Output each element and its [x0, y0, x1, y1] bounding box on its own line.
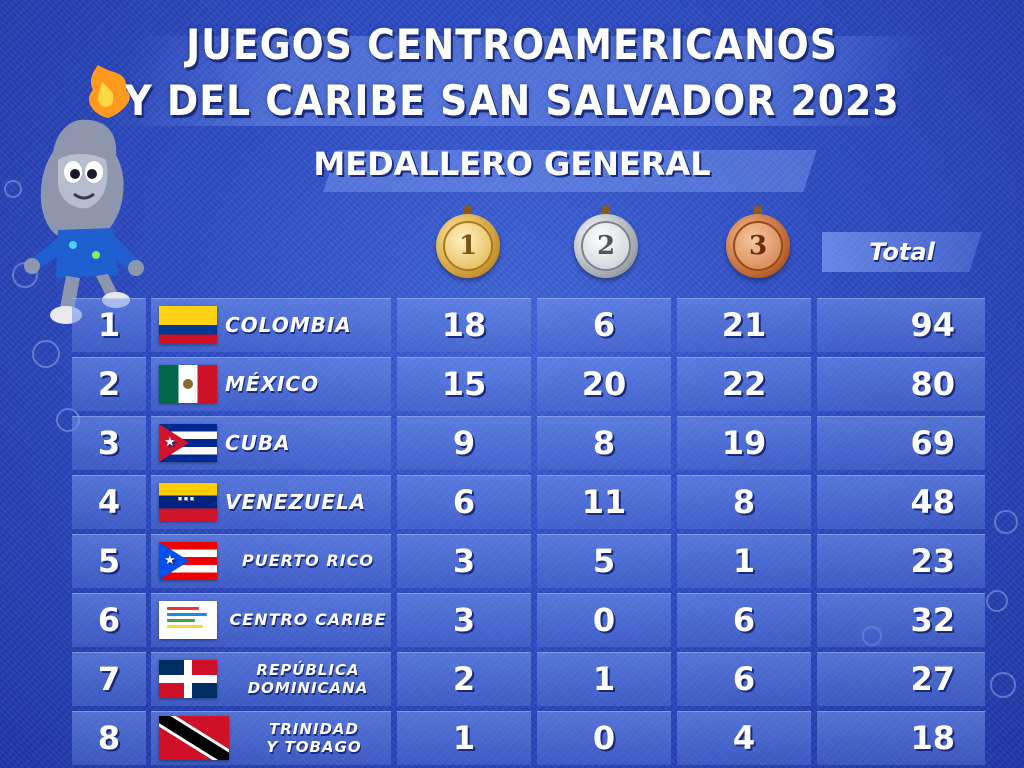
- colombia-flag-icon: [159, 306, 217, 344]
- country-name: CENTRO CARIBE: [229, 610, 387, 629]
- country-cell: CUBA: [151, 416, 391, 470]
- total-count: 80: [817, 357, 985, 411]
- total-count: 27: [817, 652, 985, 706]
- silver-count: 6: [537, 298, 671, 352]
- centro-caribe-logo-icon: [159, 601, 217, 639]
- table-row: 5 PUERTO RICO 3 5 1 23: [72, 534, 987, 588]
- rank-cell: 2: [72, 357, 146, 411]
- country-cell: MÉXICO: [151, 357, 391, 411]
- title-line-1: JUEGOS CENTROAMERICANOS: [186, 20, 838, 69]
- gold-medal-number: 1: [443, 221, 493, 271]
- gold-count: 3: [397, 593, 531, 647]
- rank-cell: 7: [72, 652, 146, 706]
- silver-count: 1: [537, 652, 671, 706]
- silver-count: 0: [537, 711, 671, 765]
- silver-count: 20: [537, 357, 671, 411]
- total-count: 94: [817, 298, 985, 352]
- gold-count: 6: [397, 475, 531, 529]
- total-count: 69: [817, 416, 985, 470]
- torch-mascot-icon: [24, 65, 144, 324]
- rank-cell: 4: [72, 475, 146, 529]
- table-row: 4 VENEZUELA 6 11 8 48: [72, 475, 987, 529]
- venezuela-flag-icon: [159, 483, 217, 521]
- country-name: MÉXICO: [225, 372, 320, 396]
- bronze-count: 22: [677, 357, 811, 411]
- bubble-decoration: [990, 672, 1016, 698]
- rank-cell: 8: [72, 711, 146, 765]
- silver-medal-number: 2: [581, 221, 631, 271]
- silver-count: 11: [537, 475, 671, 529]
- bronze-medal-icon: 3: [726, 214, 790, 278]
- title-line-2: Y DEL CARIBE SAN SALVADOR 2023: [124, 76, 900, 125]
- country-cell: PUERTO RICO: [151, 534, 391, 588]
- silver-count: 8: [537, 416, 671, 470]
- bronze-count: 8: [677, 475, 811, 529]
- gold-count: 15: [397, 357, 531, 411]
- total-count: 23: [817, 534, 985, 588]
- country-name: COLOMBIA: [225, 313, 352, 337]
- table-row: 3 CUBA 9 8 19 69: [72, 416, 987, 470]
- silver-medal-icon: 2: [574, 214, 638, 278]
- bronze-count: 1: [677, 534, 811, 588]
- country-name: PUERTO RICO: [242, 551, 374, 570]
- bronze-count: 19: [677, 416, 811, 470]
- bronze-medal-number: 3: [733, 221, 783, 271]
- silver-ribbon: [602, 206, 610, 216]
- country-cell: REPÚBLICA DOMINICANA: [151, 652, 391, 706]
- rank-cell: 5: [72, 534, 146, 588]
- country-name: VENEZUELA: [225, 490, 367, 514]
- country-name: CUBA: [225, 431, 291, 455]
- table-row: 8 TRINIDAD Y TOBAGO 1 0 4 18: [72, 711, 987, 765]
- rank-cell: 1: [72, 298, 146, 352]
- cuba-flag-icon: [159, 424, 217, 462]
- bubble-decoration: [32, 340, 60, 368]
- country-name: REPÚBLICA DOMINICANA: [225, 661, 391, 697]
- bubble-decoration: [994, 510, 1018, 534]
- silver-count: 0: [537, 593, 671, 647]
- bronze-ribbon: [754, 206, 762, 216]
- gold-count: 18: [397, 298, 531, 352]
- country-cell: TRINIDAD Y TOBAGO: [151, 711, 391, 765]
- country-name-line-2: Y TOBAGO: [266, 738, 362, 756]
- country-name-line-1: TRINIDAD: [268, 720, 359, 738]
- rank-cell: 3: [72, 416, 146, 470]
- country-cell: VENEZUELA: [151, 475, 391, 529]
- country-name-line-2: DOMINICANA: [247, 679, 369, 697]
- country-name: TRINIDAD Y TOBAGO: [237, 720, 391, 756]
- bronze-count: 21: [677, 298, 811, 352]
- trinidad-tobago-flag-icon: [159, 716, 229, 760]
- gold-medal-icon: 1: [436, 214, 500, 278]
- silver-count: 5: [537, 534, 671, 588]
- table-row: 2 MÉXICO 15 20 22 80: [72, 357, 987, 411]
- gold-ribbon: [464, 206, 472, 216]
- gold-count: 3: [397, 534, 531, 588]
- total-count: 48: [817, 475, 985, 529]
- mexico-flag-icon: [159, 365, 217, 403]
- table-row: 6 CENTRO CARIBE 3 0 6 32: [72, 593, 987, 647]
- total-header: Total: [822, 232, 982, 272]
- country-cell: COLOMBIA: [151, 298, 391, 352]
- bubble-decoration: [4, 180, 22, 198]
- country-cell: CENTRO CARIBE: [151, 593, 391, 647]
- subtitle: MEDALLERO GENERAL: [313, 145, 711, 183]
- gold-count: 2: [397, 652, 531, 706]
- bronze-count: 6: [677, 593, 811, 647]
- puerto-rico-flag-icon: [159, 542, 217, 580]
- bubble-decoration: [986, 590, 1008, 612]
- gold-count: 9: [397, 416, 531, 470]
- table-row: 1 COLOMBIA 18 6 21 94: [72, 298, 987, 352]
- table-row: 7 REPÚBLICA DOMINICANA 2 1 6 27: [72, 652, 987, 706]
- dominican-republic-flag-icon: [159, 660, 217, 698]
- gold-count: 1: [397, 711, 531, 765]
- rank-cell: 6: [72, 593, 146, 647]
- country-name-line-1: REPÚBLICA: [256, 661, 360, 679]
- total-count: 32: [817, 593, 985, 647]
- bronze-count: 6: [677, 652, 811, 706]
- bronze-count: 4: [677, 711, 811, 765]
- total-count: 18: [817, 711, 985, 765]
